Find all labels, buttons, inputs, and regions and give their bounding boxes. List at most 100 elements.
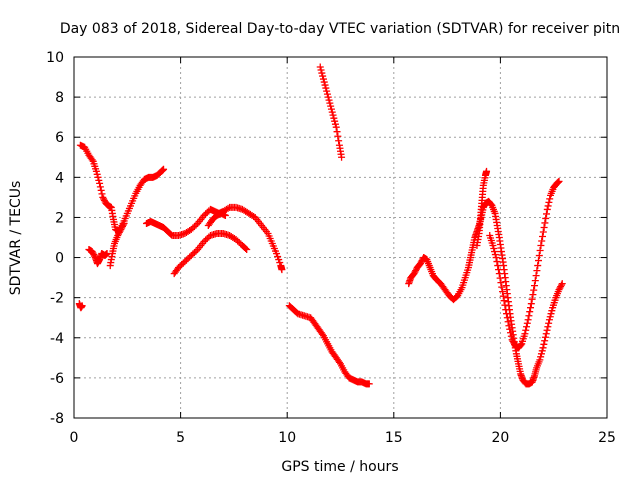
data-point [545, 319, 553, 327]
data-point [94, 173, 102, 181]
data-point [539, 228, 547, 236]
y-tick-label: -6 [50, 371, 64, 387]
data-point [89, 249, 97, 257]
data-point [527, 300, 535, 308]
x-tick-label: 25 [598, 430, 616, 446]
data-point [537, 242, 545, 250]
series-seg-i [285, 302, 373, 388]
data-point [503, 310, 511, 318]
grid-lines [74, 57, 607, 418]
data-point [235, 239, 243, 247]
data-point [318, 330, 326, 338]
y-tick-label: 2 [55, 210, 64, 226]
data-point [319, 72, 327, 80]
data-point [332, 123, 340, 131]
plot-frame [73, 56, 608, 419]
data-point [115, 228, 123, 236]
data-point [189, 224, 197, 232]
data-point [538, 237, 546, 245]
data-point [483, 167, 491, 175]
data-point [547, 310, 555, 318]
data-point [541, 219, 549, 227]
data-point [548, 307, 556, 315]
data-point [492, 254, 500, 262]
data-point [120, 219, 128, 227]
data-point [96, 183, 104, 191]
data-point [321, 81, 329, 89]
data-point [221, 211, 229, 219]
data-point [119, 221, 127, 229]
data-point [189, 250, 197, 258]
data-point [523, 323, 531, 331]
data-point [526, 308, 534, 316]
data-point [88, 248, 96, 256]
series-seg-a [75, 300, 86, 312]
data-point [119, 222, 127, 230]
data-point [320, 78, 328, 86]
data-point [274, 253, 282, 261]
data-point [531, 282, 539, 290]
data-point [203, 208, 211, 216]
data-point [535, 257, 543, 265]
data-point [335, 358, 343, 366]
data-point [338, 153, 346, 161]
data-point [507, 329, 515, 337]
data-point [411, 268, 419, 276]
data-point [557, 281, 565, 289]
series-seg-j [405, 197, 566, 388]
data-point [316, 63, 324, 71]
data-point [491, 251, 499, 259]
data-point [490, 245, 498, 253]
data-point [331, 120, 339, 128]
data-point [95, 176, 103, 184]
data-point [224, 204, 232, 212]
data-point [495, 266, 503, 274]
data-point [115, 230, 123, 238]
series-seg-c [85, 246, 111, 268]
data-point [91, 252, 99, 260]
data-point [546, 195, 554, 203]
data-point [278, 266, 286, 274]
data-point [96, 179, 104, 187]
data-point [276, 259, 284, 267]
data-point [541, 333, 549, 341]
data-point [538, 347, 546, 355]
data-point [187, 252, 195, 260]
data-point [540, 340, 548, 348]
data-point [232, 236, 240, 244]
data-point [542, 330, 550, 338]
data-point [187, 225, 195, 233]
data-point [250, 212, 258, 220]
x-tick-label: 0 [70, 430, 79, 446]
data-point [532, 272, 540, 280]
data-point [97, 186, 105, 194]
data-point [506, 325, 514, 333]
data-point [539, 232, 547, 240]
data-point [100, 196, 108, 204]
data-point [317, 66, 325, 74]
data-point [542, 214, 550, 222]
y-tick-label: -8 [50, 411, 64, 427]
data-point [537, 353, 545, 361]
data-point [192, 247, 200, 255]
data-point [322, 84, 330, 92]
data-point [190, 249, 198, 257]
data-point [502, 306, 510, 314]
data-point [499, 292, 507, 300]
series-seg-h [316, 63, 346, 161]
data-point [192, 221, 200, 229]
data-point [100, 195, 108, 203]
axis-ticks [73, 56, 608, 419]
data-point [334, 132, 342, 140]
data-point [530, 286, 538, 294]
data-point [508, 336, 516, 344]
data-point [330, 114, 338, 122]
data-point [546, 313, 554, 321]
data-point [510, 339, 518, 347]
data-point [190, 222, 198, 230]
y-tick-label: -2 [50, 291, 64, 307]
data-point [116, 227, 124, 235]
data-point [325, 96, 333, 104]
data-point [99, 193, 107, 201]
